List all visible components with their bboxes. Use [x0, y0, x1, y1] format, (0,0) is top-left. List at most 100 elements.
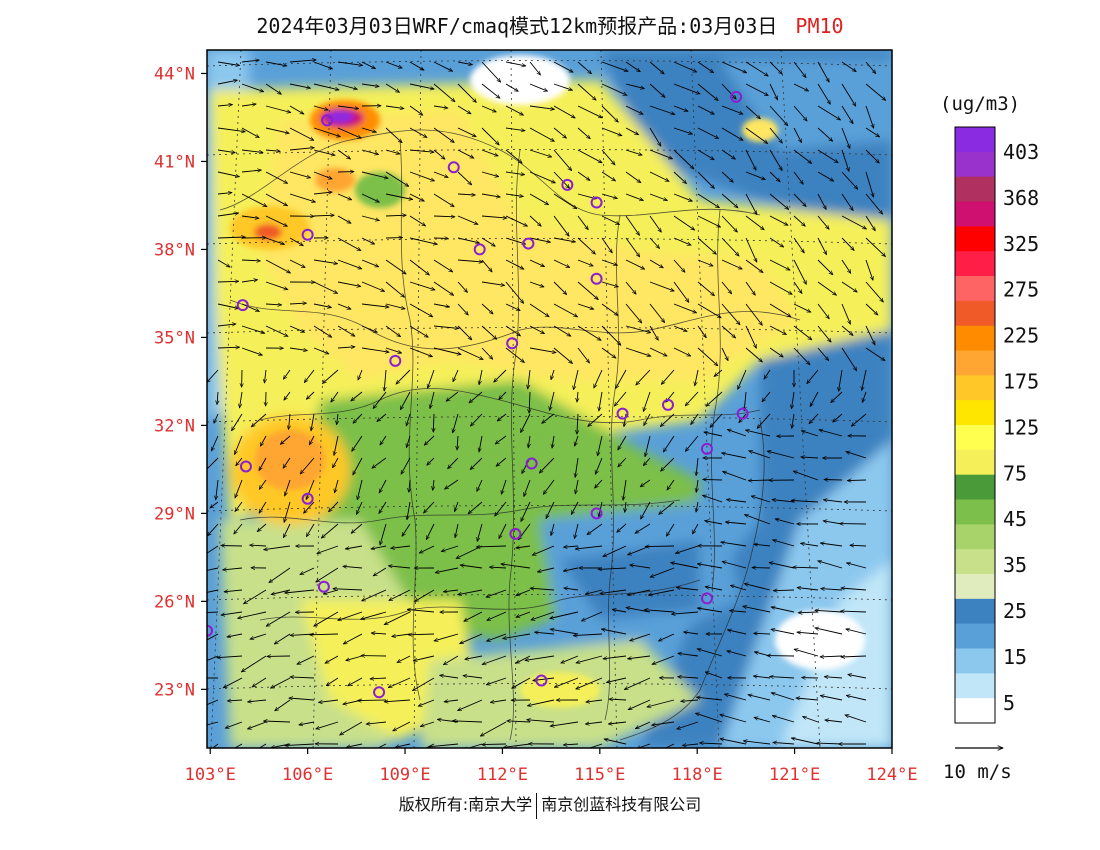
- wind-arrow: [409, 281, 435, 290]
- wind-arrow: [745, 347, 762, 362]
- wind-arrow: [585, 589, 603, 594]
- wind-arrow: [577, 149, 602, 164]
- wind-arrow: [289, 83, 311, 88]
- wind-arrow: [337, 281, 361, 286]
- wind-arrow: [455, 501, 459, 512]
- wind-arrow: [378, 479, 387, 493]
- wind-arrow: [791, 500, 819, 502]
- wind-arrow: [841, 83, 856, 106]
- city-marker: [207, 624, 213, 637]
- wind-arrow: [625, 303, 642, 323]
- wind-arrow: [625, 281, 636, 294]
- wind-arrow: [458, 699, 483, 712]
- wind-arrow: [721, 127, 743, 140]
- city-marker: [590, 196, 603, 209]
- wind-arrow: [744, 584, 771, 591]
- wind-arrow: [297, 655, 315, 665]
- wind-arrow: [573, 634, 603, 636]
- wind-arrow: [313, 61, 333, 69]
- wind-arrow: [361, 259, 379, 267]
- wind-arrow: [730, 585, 747, 591]
- wind-arrow: [762, 391, 771, 402]
- city-marker: [373, 686, 386, 699]
- wind-arrow: [361, 127, 376, 132]
- wind-arrow: [289, 193, 316, 202]
- wind-arrow: [264, 369, 266, 383]
- city-marker: [522, 237, 535, 250]
- wind-arrow: [457, 61, 472, 65]
- wind-arrow: [625, 61, 640, 72]
- wind-arrow: [659, 501, 675, 514]
- wind-arrow: [505, 193, 523, 197]
- wind-arrow: [771, 607, 795, 613]
- wind-arrow: [313, 303, 331, 308]
- wind-arrow: [337, 237, 361, 251]
- colorbar-segment: [955, 623, 995, 649]
- wind-arrow: [721, 215, 737, 232]
- wind-arrow: [457, 215, 478, 225]
- wind-arrow: [409, 127, 427, 138]
- wind-arrow: [217, 237, 245, 238]
- wind-arrow: [824, 480, 843, 481]
- colorbar-segment: [955, 251, 995, 277]
- wind-arrow: [817, 215, 829, 229]
- wind-arrow: [721, 149, 735, 159]
- wind-arrow: [727, 651, 747, 657]
- wind-arrow: [553, 215, 569, 236]
- wind-arrow: [644, 610, 675, 613]
- colorbar-label: 175: [1003, 370, 1039, 394]
- wind-arrow: [391, 545, 411, 548]
- wind-arrow: [841, 105, 853, 124]
- wind-arrow: [503, 633, 531, 639]
- wind-arrow: [714, 369, 723, 377]
- wind-arrow: [482, 744, 507, 745]
- wind-arrow: [675, 545, 699, 553]
- wind-arrow: [529, 61, 541, 75]
- wind-arrow: [850, 545, 867, 546]
- wind-arrow: [289, 105, 304, 114]
- wind-arrow: [658, 633, 675, 642]
- wind-arrow: [745, 303, 762, 325]
- wind-arrow: [793, 171, 803, 184]
- wind-arrow: [745, 325, 757, 348]
- wind-arrow: [407, 609, 435, 613]
- wind-arrow: [650, 567, 675, 577]
- wind-arrow: [319, 699, 339, 702]
- wind-arrow: [361, 215, 379, 221]
- wind-arrow: [577, 391, 578, 402]
- lon-label: 118°E: [672, 765, 723, 785]
- wind-arrow: [516, 611, 531, 617]
- wind-arrow: [649, 215, 661, 232]
- wind-arrow: [612, 610, 627, 613]
- wind-arrow: [745, 171, 765, 180]
- colorbar-segment: [955, 474, 995, 500]
- wind-arrow: [793, 193, 806, 207]
- wind-arrow: [337, 61, 363, 65]
- wind-arrow: [241, 127, 259, 138]
- wind-arrow: [525, 655, 555, 660]
- wind-arrow: [457, 303, 468, 315]
- wind-arrow: [337, 149, 351, 159]
- wind-arrow: [817, 325, 831, 342]
- wind-arrow: [726, 500, 747, 503]
- wind-arrow: [207, 655, 219, 661]
- wind-arrow: [409, 237, 437, 244]
- wind-arrow: [807, 369, 819, 384]
- wind-arrow: [817, 171, 834, 181]
- wind-arrow: [722, 562, 747, 569]
- colorbar-label: 5: [1003, 691, 1015, 715]
- wind-arrow: [601, 629, 627, 635]
- wind-arrow: [745, 259, 763, 273]
- wind-arrow: [501, 479, 507, 494]
- wind-arrow: [481, 61, 501, 82]
- wind-arrow: [745, 61, 768, 76]
- wind-arrow: [574, 523, 579, 539]
- wind-arrow: [520, 413, 531, 433]
- wind-arrow: [529, 237, 551, 242]
- wind-arrow: [663, 435, 675, 452]
- city-marker: [506, 337, 519, 350]
- wind-arrow: [793, 61, 806, 78]
- wind-arrow: [433, 325, 459, 328]
- wind-arrow: [721, 105, 743, 114]
- copyright-right: 南京创蓝科技有限公司: [541, 795, 702, 814]
